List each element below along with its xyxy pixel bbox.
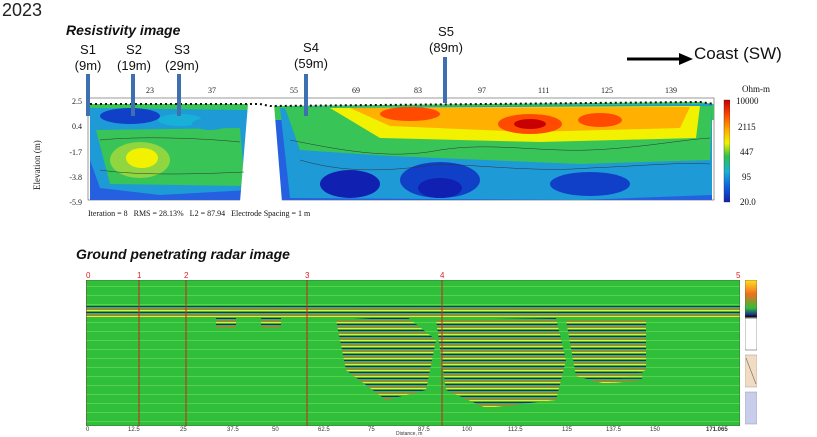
gpr-x-tick: 0 — [86, 427, 90, 433]
gpr-x-tick: 37.5 — [227, 427, 239, 433]
y-axis-title: Elevation (m) — [32, 140, 42, 190]
site-name: S4 — [303, 40, 319, 55]
gpr-marker-label: 3 — [305, 271, 310, 280]
coast-arrow-icon — [627, 53, 693, 65]
gpr-x-tick: 137.5 — [606, 427, 622, 433]
legend-value: 20.0 — [740, 197, 756, 207]
coast-label: Coast (SW) — [694, 44, 782, 63]
site-name: S5 — [438, 24, 454, 39]
y-tick-label: -3.8 — [69, 173, 82, 182]
gpr-image — [86, 280, 740, 426]
gpr-marker-label: 0 — [86, 271, 91, 280]
x-tick-label: 139 — [665, 86, 677, 95]
site-marker-s3 — [177, 74, 181, 116]
legend-value: 2115 — [738, 122, 756, 132]
site-marker-s5 — [443, 57, 447, 103]
gpr-title: Ground penetrating radar image — [76, 246, 290, 262]
gpr-x-tick: 25 — [180, 427, 187, 433]
site-name: S1 — [80, 42, 96, 57]
site-distance: (19m) — [117, 58, 151, 73]
resistivity-title: Resistivity image — [66, 22, 181, 38]
gpr-marker-label: 4 — [440, 271, 445, 280]
x-tick-label: 125 — [601, 86, 613, 95]
site-label-s4: S4 (59m) — [289, 40, 333, 72]
x-tick-label: 83 — [414, 86, 422, 95]
gpr-x-tick: 12.5 — [128, 427, 140, 433]
x-tick-label: 69 — [352, 86, 360, 95]
y-tick-label: -5.9 — [69, 198, 82, 207]
site-label-s3: S3 (29m) — [160, 42, 204, 74]
site-distance: (89m) — [429, 40, 463, 55]
gpr-x-tick: 100 — [462, 427, 473, 433]
x-tick-label: 111 — [538, 86, 550, 95]
legend-value: 95 — [742, 172, 751, 182]
y-tick-label: 0.4 — [72, 122, 82, 131]
site-distance: (29m) — [165, 58, 199, 73]
gpr-x-tick: 125 — [562, 427, 573, 433]
x-tick-label: 37 — [208, 86, 216, 95]
resistivity-section — [87, 97, 730, 203]
site-label-s5: S5 (89m) — [424, 24, 468, 56]
gpr-marker-label: 1 — [137, 271, 142, 280]
legend-value: 447 — [740, 147, 754, 157]
gpr-marker-label: 2 — [184, 271, 189, 280]
x-tick-label: 55 — [290, 86, 298, 95]
site-distance: (59m) — [294, 56, 328, 71]
y-tick-label: 2.5 — [72, 97, 82, 106]
legend-value: 10000 — [736, 96, 759, 106]
site-name: S3 — [174, 42, 190, 57]
x-tick-label: 97 — [478, 86, 486, 95]
site-label-s2: S2 (19m) — [112, 42, 156, 74]
gpr-x-tick: 150 — [650, 427, 661, 433]
gpr-x-tick: 50 — [272, 427, 279, 433]
gpr-x-tick: 62.5 — [318, 427, 330, 433]
gpr-x-tick: 87.5 — [418, 427, 430, 433]
inversion-stats: Iteration = 8 RMS = 28.13% L2 = 87.94 El… — [88, 209, 311, 218]
legend-unit: Ohm-m — [742, 84, 770, 94]
site-marker-s1 — [86, 74, 90, 116]
site-marker-s4 — [304, 74, 308, 116]
site-marker-s2 — [131, 74, 135, 116]
gpr-x-tick: 112.5 — [508, 427, 523, 433]
x-tick-label: 23 — [146, 86, 154, 95]
gpr-marker-label: 5 — [736, 271, 741, 280]
y-tick-label: -1.7 — [69, 148, 82, 157]
site-label-s1: S1 (9m) — [66, 42, 110, 74]
gpr-colorbar — [745, 280, 757, 425]
gpr-x-axis-label: Distance, m — [396, 431, 423, 437]
site-distance: (9m) — [74, 58, 102, 73]
year-label: 2023 — [2, 0, 43, 20]
site-name: S2 — [126, 42, 142, 57]
gpr-x-tick: 171.065 — [706, 427, 728, 433]
gpr-x-tick: 75 — [368, 427, 375, 433]
